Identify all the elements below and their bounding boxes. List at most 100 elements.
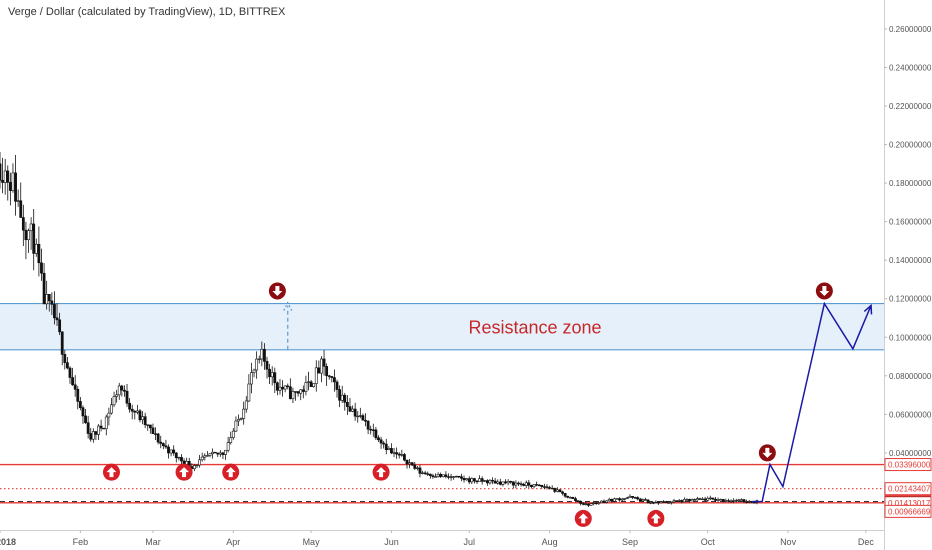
candle bbox=[714, 497, 717, 502]
candle-body bbox=[78, 401, 82, 408]
candle-body bbox=[465, 478, 469, 481]
candle bbox=[143, 412, 147, 429]
candle bbox=[133, 409, 137, 420]
candle-body bbox=[392, 452, 396, 454]
candle bbox=[403, 452, 406, 462]
up-arrow-marker-icon bbox=[372, 463, 390, 481]
candle bbox=[66, 357, 69, 370]
candle-body bbox=[8, 182, 12, 191]
candle-body bbox=[45, 294, 49, 305]
candle bbox=[205, 451, 209, 457]
candle bbox=[662, 500, 666, 504]
candle-body bbox=[304, 382, 308, 392]
candle-body bbox=[470, 478, 474, 483]
candle bbox=[408, 459, 411, 469]
candle-body bbox=[208, 453, 212, 456]
candle bbox=[11, 163, 15, 193]
candle bbox=[263, 343, 266, 370]
candle bbox=[574, 496, 577, 503]
date-tick-label: Feb bbox=[73, 537, 89, 547]
date-tick-label: May bbox=[303, 537, 321, 547]
candle-body bbox=[628, 496, 632, 498]
candle bbox=[576, 500, 580, 503]
candle-body bbox=[491, 479, 494, 482]
candle-body bbox=[506, 481, 510, 484]
level-tag-label: 0.01413017 bbox=[888, 499, 931, 508]
candle bbox=[301, 385, 305, 399]
candle bbox=[304, 375, 308, 396]
price-tick-label: 0.20000000 bbox=[889, 141, 932, 150]
candle-body bbox=[436, 473, 440, 477]
candle-body bbox=[135, 410, 139, 413]
candle bbox=[229, 431, 233, 445]
candle-body bbox=[680, 500, 684, 503]
candle bbox=[252, 368, 256, 378]
candle-body bbox=[53, 304, 56, 319]
candle-body bbox=[250, 372, 253, 385]
candle-body bbox=[636, 497, 640, 500]
candle-body bbox=[239, 418, 243, 420]
candle bbox=[16, 189, 20, 207]
candle-body bbox=[34, 243, 38, 254]
candle bbox=[343, 392, 347, 411]
candle-body bbox=[734, 500, 738, 502]
candle bbox=[97, 424, 100, 440]
candle bbox=[47, 294, 51, 312]
candle bbox=[524, 480, 528, 489]
candle-body bbox=[247, 383, 251, 402]
candle-body bbox=[397, 453, 401, 456]
candle-body bbox=[177, 457, 181, 459]
candle bbox=[148, 424, 152, 434]
candle-body bbox=[651, 502, 655, 504]
candle bbox=[312, 383, 316, 388]
candle-body bbox=[364, 419, 367, 422]
candle-body bbox=[524, 482, 528, 486]
candle bbox=[356, 411, 360, 423]
level-price-tag: 0.03396000 bbox=[884, 458, 932, 472]
candle-body bbox=[501, 481, 505, 485]
candle-body bbox=[574, 498, 577, 501]
candle-body bbox=[657, 501, 660, 504]
date-tick-label: Aug bbox=[542, 537, 558, 547]
candle-body bbox=[314, 367, 318, 384]
candle-body bbox=[545, 486, 549, 488]
date-tick-label: Sep bbox=[622, 537, 638, 547]
candle bbox=[224, 449, 227, 460]
candle bbox=[42, 262, 46, 305]
candle-body bbox=[441, 474, 445, 477]
candle-body bbox=[320, 358, 323, 374]
candle-body bbox=[107, 412, 111, 418]
candle-body bbox=[519, 483, 523, 485]
candle-body bbox=[123, 389, 126, 392]
candle bbox=[169, 449, 173, 457]
candle bbox=[548, 485, 551, 490]
candle-body bbox=[431, 475, 435, 477]
candle bbox=[737, 498, 741, 502]
candle-body bbox=[605, 500, 609, 503]
candle-body bbox=[260, 348, 264, 360]
candle-body bbox=[0, 163, 2, 181]
level-tag-label: 0.00966669 bbox=[888, 507, 931, 516]
candle bbox=[514, 480, 518, 489]
date-tick-label: Oct bbox=[701, 537, 716, 547]
candle-body bbox=[434, 476, 437, 478]
candle bbox=[685, 498, 689, 502]
candle bbox=[382, 440, 386, 449]
candle-body bbox=[120, 385, 124, 391]
candle-body bbox=[415, 467, 419, 469]
candle-body bbox=[102, 427, 106, 430]
candle bbox=[473, 477, 476, 484]
candle bbox=[115, 389, 119, 403]
candle-body bbox=[125, 390, 129, 404]
candle bbox=[37, 226, 41, 277]
candle-body bbox=[24, 229, 28, 241]
candle-body bbox=[403, 454, 406, 461]
candle-body bbox=[128, 402, 132, 410]
up-arrow-marker-icon bbox=[574, 509, 592, 527]
candle-body bbox=[356, 415, 360, 418]
candle-body bbox=[719, 499, 723, 501]
candle bbox=[623, 498, 627, 501]
candle-body bbox=[301, 389, 305, 392]
candle-body bbox=[594, 502, 598, 505]
marker-arrow bbox=[225, 467, 236, 478]
